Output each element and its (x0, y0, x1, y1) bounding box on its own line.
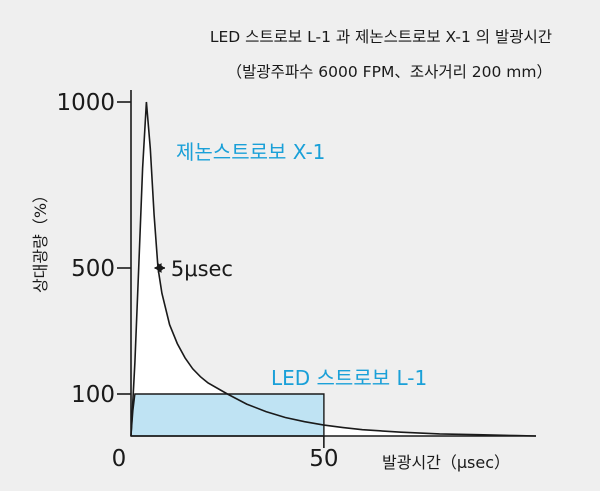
y-axis-label: 상대광량（%） (31, 187, 50, 293)
y-tick-label-100: 100 (71, 382, 115, 408)
chart-subtitle: （발광주파수 6000 FPM、조사거리 200 mm） (227, 63, 552, 81)
x-tick-label-0: 0 (112, 446, 127, 472)
x-axis-label: 발광시간（μsec） (382, 453, 510, 472)
y-tick-label-500: 500 (71, 256, 115, 282)
led-series-area (130, 393, 325, 437)
xenon-series-label: 제논스트로보 X-1 (176, 140, 325, 164)
width-annotation-arrow-right (157, 263, 165, 273)
y-tick-label-1000: 1000 (56, 90, 115, 116)
chart-title: LED 스트로보 L-1 과 제논스트로보 X-1 의 발광시간 (210, 28, 552, 46)
x-tick-label-50: 50 (309, 446, 338, 472)
led-series-label: LED 스트로보 L-1 (271, 366, 427, 390)
width-annotation-label: 5μsec (171, 257, 233, 281)
plot-area: 100 500 1000 0 50 5μsec (56, 90, 537, 472)
xenon-series-line (130, 101, 537, 437)
